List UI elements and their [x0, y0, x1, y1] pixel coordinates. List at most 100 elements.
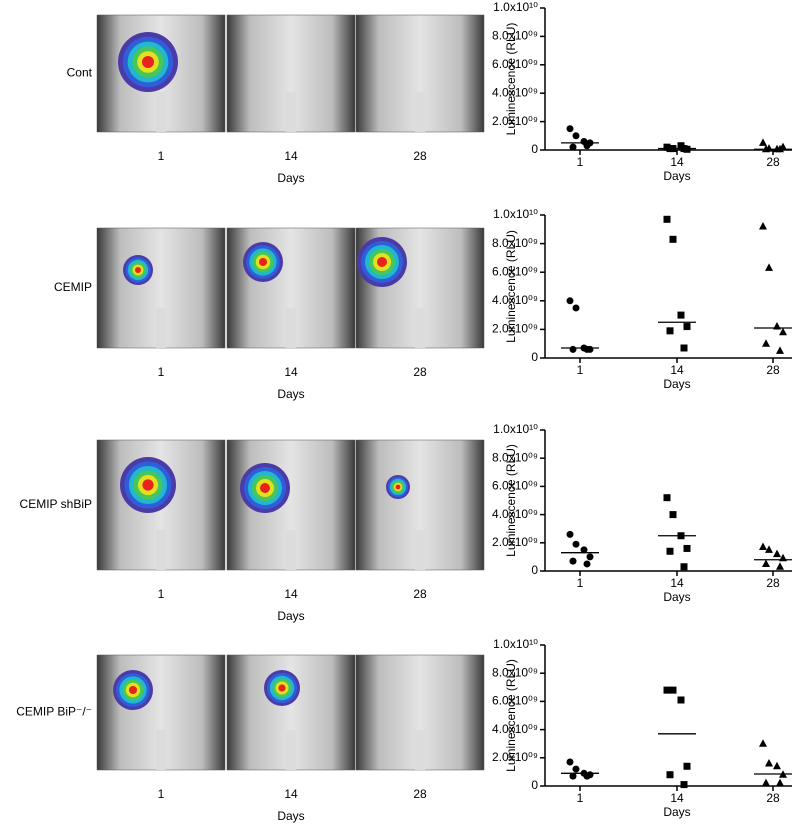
signal-blob [395, 484, 401, 490]
data-point [759, 221, 767, 230]
image-axis-label: Days [277, 809, 304, 823]
data-point [666, 327, 674, 335]
x-tick-label: 14 [670, 155, 684, 169]
y-axis-label: Luminescence (RLU) [504, 230, 518, 343]
y-tick-label: 6.0x10⁰⁹ [492, 694, 538, 708]
y-tick-label: 0 [531, 778, 538, 792]
mouse-tail [415, 308, 425, 348]
mouse-tail [156, 530, 166, 570]
data-point [680, 344, 688, 352]
image-day-label: 1 [158, 787, 165, 801]
data-point [569, 557, 577, 565]
x-axis-label: Days [663, 805, 690, 819]
y-tick-label: 4.0x10⁰⁹ [492, 507, 538, 521]
y-tick-label: 1.0x10¹⁰ [493, 637, 538, 651]
y-tick-label: 0 [531, 350, 538, 364]
y-tick-label: 8.0x10⁰⁹ [492, 450, 538, 464]
x-tick-label: 28 [766, 791, 780, 805]
image-axis-label: Days [277, 171, 304, 185]
data-point [776, 144, 784, 153]
y-tick-label: 8.0x10⁰⁹ [492, 29, 538, 43]
row-label: Cont [67, 66, 93, 80]
image-day-label: 14 [284, 587, 298, 601]
data-point [569, 345, 577, 353]
data-point [762, 778, 770, 787]
y-tick-label: 6.0x10⁰⁹ [492, 479, 538, 493]
x-tick-label: 14 [670, 363, 684, 377]
signal-blob [377, 257, 387, 267]
data-point [586, 553, 594, 561]
image-day-label: 14 [284, 787, 298, 801]
y-axis-label: Luminescence (RLU) [504, 444, 518, 557]
y-tick-label: 4.0x10⁰⁹ [492, 85, 538, 99]
x-axis-label: Days [663, 377, 690, 391]
y-tick-label: 8.0x10⁰⁹ [492, 665, 538, 679]
signal-blob [142, 479, 154, 491]
data-point [566, 125, 574, 133]
data-point [663, 494, 671, 502]
mouse-tail [156, 92, 166, 132]
data-point [572, 540, 580, 548]
y-tick-label: 2.0x10⁰⁹ [492, 750, 538, 764]
data-point [666, 547, 674, 555]
y-axis-label: Luminescence (RLU) [504, 23, 518, 136]
data-point [762, 144, 770, 153]
signal-blob [129, 686, 137, 694]
x-tick-label: 1 [577, 576, 584, 590]
row-label: CEMIP BiP⁻/⁻ [16, 705, 92, 719]
data-point [663, 215, 671, 223]
y-tick-label: 0 [531, 563, 538, 577]
data-point [779, 327, 787, 336]
x-axis-label: Days [663, 169, 690, 183]
y-tick-label: 2.0x10⁰⁹ [492, 535, 538, 549]
data-point [762, 339, 770, 347]
data-point [759, 542, 767, 551]
x-tick-label: 1 [577, 791, 584, 805]
data-point [583, 560, 591, 568]
data-point [683, 762, 691, 770]
data-point [572, 132, 580, 140]
data-point [773, 761, 781, 770]
signal-blob [142, 56, 154, 68]
data-point [683, 544, 691, 552]
x-tick-label: 14 [670, 791, 684, 805]
mouse-tail [286, 530, 296, 570]
data-point [572, 765, 580, 773]
data-point [666, 771, 674, 779]
image-day-label: 1 [158, 149, 165, 163]
data-point [583, 772, 591, 780]
mouse-tail [286, 308, 296, 348]
data-point [583, 345, 591, 353]
data-point [566, 530, 574, 538]
data-point [759, 138, 767, 146]
data-point [669, 686, 677, 694]
mouse-tail [156, 730, 166, 770]
data-point [776, 346, 784, 354]
data-point [566, 297, 574, 305]
data-point [765, 263, 773, 271]
image-axis-label: Days [277, 609, 304, 623]
data-point [569, 772, 577, 780]
data-point [765, 758, 773, 767]
data-point [583, 142, 591, 150]
y-tick-label: 2.0x10⁰⁹ [492, 322, 538, 336]
image-day-label: 28 [413, 149, 427, 163]
data-point [680, 781, 688, 789]
y-tick-label: 4.0x10⁰⁹ [492, 722, 538, 736]
y-tick-label: 0 [531, 142, 538, 156]
image-day-label: 14 [284, 149, 298, 163]
signal-blob [259, 258, 267, 266]
x-tick-label: 28 [766, 576, 780, 590]
x-tick-label: 28 [766, 155, 780, 169]
x-tick-label: 28 [766, 363, 780, 377]
data-point [762, 559, 770, 567]
x-tick-label: 1 [577, 155, 584, 169]
y-tick-label: 8.0x10⁰⁹ [492, 236, 538, 250]
mouse-tail [415, 92, 425, 132]
signal-blob [135, 267, 141, 273]
x-axis-label: Days [663, 590, 690, 604]
data-point [680, 563, 688, 571]
row-label: CEMIP shBiP [20, 497, 92, 511]
data-point [683, 323, 691, 331]
